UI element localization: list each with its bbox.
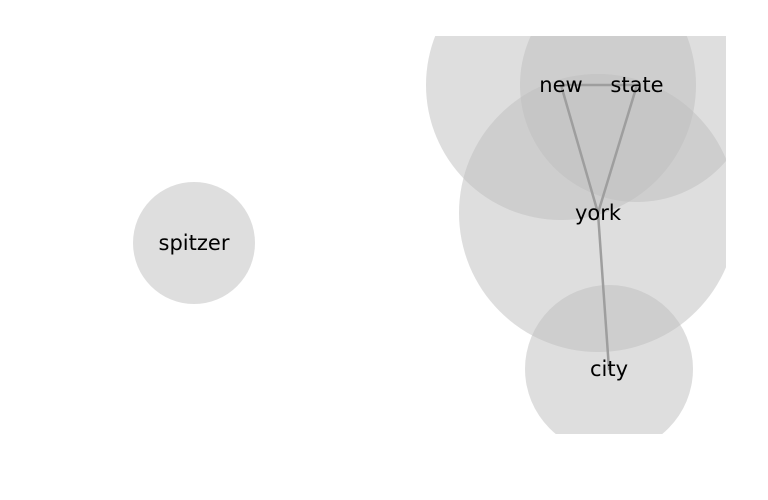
node-label-state: state <box>610 73 663 97</box>
node-label-new: new <box>539 73 582 97</box>
edge-new-york <box>559 83 600 215</box>
node-label-city: city <box>590 357 628 381</box>
node-label-spitzer: spitzer <box>159 231 230 255</box>
graph-edges <box>559 83 639 371</box>
node-circle-spitzer <box>133 182 255 304</box>
node-label-york: york <box>575 201 622 225</box>
edge-york-city <box>596 211 611 371</box>
node-circle-york <box>459 74 726 352</box>
node-labels: new state york city spitzer <box>159 73 664 381</box>
edge-state-york <box>596 83 639 215</box>
node-circles <box>133 36 726 434</box>
